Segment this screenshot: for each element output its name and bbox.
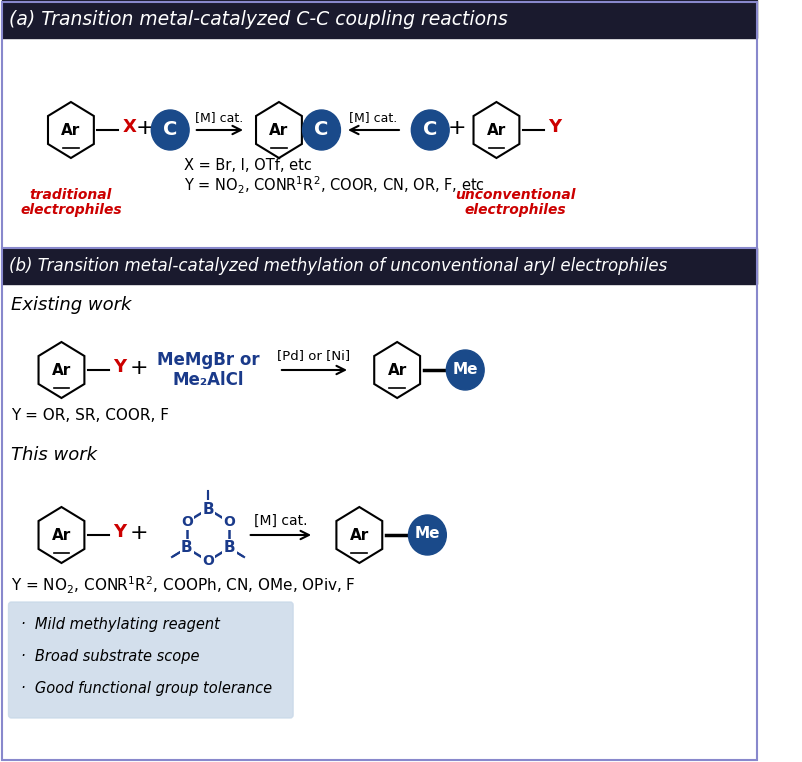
Text: B: B: [180, 540, 192, 555]
Text: Ar: Ar: [269, 123, 288, 137]
Text: O: O: [180, 515, 192, 529]
Text: Y: Y: [113, 358, 127, 376]
Text: [M] cat.: [M] cat.: [195, 111, 243, 124]
Text: Y = NO$_2$, CONR$^1$R$^2$, COOR, CN, OR, F, etc: Y = NO$_2$, CONR$^1$R$^2$, COOR, CN, OR,…: [184, 174, 484, 196]
Text: C: C: [423, 120, 437, 139]
Text: Y: Y: [113, 523, 127, 541]
Text: +: +: [136, 118, 154, 138]
Text: Me: Me: [452, 361, 477, 376]
Text: +: +: [130, 358, 148, 378]
Text: ·  Broad substrate scope: · Broad substrate scope: [21, 649, 199, 664]
Text: Ar: Ar: [387, 363, 407, 377]
Text: Existing work: Existing work: [11, 296, 132, 314]
Text: [M] cat.: [M] cat.: [253, 514, 307, 528]
Circle shape: [446, 350, 484, 390]
Text: ·  Good functional group tolerance: · Good functional group tolerance: [21, 681, 272, 696]
Text: electrophiles: electrophiles: [464, 203, 565, 217]
Text: C: C: [163, 120, 177, 139]
Text: +: +: [130, 523, 148, 543]
FancyBboxPatch shape: [9, 602, 293, 718]
Text: C: C: [314, 120, 328, 139]
Text: Ar: Ar: [52, 527, 71, 543]
Text: electrophiles: electrophiles: [20, 203, 122, 217]
Text: Ar: Ar: [350, 527, 368, 543]
Text: Ar: Ar: [486, 123, 505, 137]
Circle shape: [408, 515, 446, 555]
Text: O: O: [223, 515, 235, 529]
Text: +: +: [447, 118, 465, 138]
Text: [M] cat.: [M] cat.: [349, 111, 397, 124]
Text: ·  Mild methylating reagent: · Mild methylating reagent: [21, 617, 220, 632]
Text: X = Br, I, OTf, etc: X = Br, I, OTf, etc: [184, 158, 312, 172]
Text: (b) Transition metal-catalyzed methylation of unconventional aryl electrophiles: (b) Transition metal-catalyzed methylati…: [10, 257, 667, 275]
Text: (a) Transition metal-catalyzed C-C coupling reactions: (a) Transition metal-catalyzed C-C coupl…: [10, 9, 508, 28]
Text: Me₂AlCl: Me₂AlCl: [172, 371, 244, 389]
Text: B: B: [223, 540, 235, 555]
Text: B: B: [202, 501, 213, 517]
FancyBboxPatch shape: [2, 248, 756, 284]
FancyBboxPatch shape: [2, 0, 756, 38]
Text: Ar: Ar: [52, 363, 71, 377]
Text: This work: This work: [11, 446, 97, 464]
Text: Me: Me: [414, 527, 439, 542]
Circle shape: [411, 110, 448, 150]
Text: Y: Y: [548, 118, 561, 136]
Text: Y = OR, SR, COOR, F: Y = OR, SR, COOR, F: [11, 408, 169, 422]
Text: X: X: [123, 118, 136, 136]
Circle shape: [302, 110, 340, 150]
Text: traditional: traditional: [30, 188, 112, 202]
Text: Y = NO$_2$, CONR$^1$R$^2$, COOPh, CN, OMe, OPiv, F: Y = NO$_2$, CONR$^1$R$^2$, COOPh, CN, OM…: [11, 575, 356, 596]
Text: MeMgBr or: MeMgBr or: [156, 351, 259, 369]
Text: [Pd] or [Ni]: [Pd] or [Ni]: [277, 350, 350, 363]
Text: Ar: Ar: [61, 123, 80, 137]
Text: unconventional: unconventional: [455, 188, 575, 202]
Text: O: O: [202, 554, 213, 568]
Circle shape: [151, 110, 189, 150]
